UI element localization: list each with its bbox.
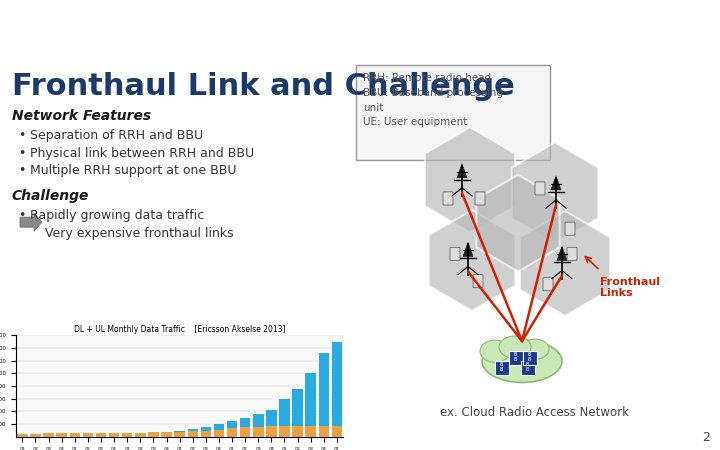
FancyBboxPatch shape <box>565 222 575 235</box>
Text: B
B: B B <box>526 362 529 372</box>
Bar <box>318 426 329 436</box>
Text: •: • <box>18 209 25 222</box>
Bar <box>279 426 289 436</box>
Polygon shape <box>512 143 598 243</box>
Bar <box>161 432 172 436</box>
Bar <box>332 342 342 436</box>
Bar <box>279 399 289 436</box>
Ellipse shape <box>499 336 531 358</box>
Bar <box>318 353 329 436</box>
Bar <box>70 433 80 436</box>
Text: Network Features: Network Features <box>12 109 151 123</box>
Bar <box>187 429 198 436</box>
Text: 2: 2 <box>702 431 710 444</box>
Bar <box>135 435 145 436</box>
FancyBboxPatch shape <box>450 248 460 261</box>
FancyBboxPatch shape <box>495 361 508 375</box>
Polygon shape <box>520 211 610 316</box>
Bar <box>30 434 41 436</box>
Bar <box>292 389 303 436</box>
Text: THE UNIVERSITY OF: THE UNIVERSITY OF <box>22 12 84 17</box>
Bar <box>56 433 67 436</box>
FancyBboxPatch shape <box>356 65 550 160</box>
Bar <box>109 433 120 436</box>
FancyBboxPatch shape <box>543 278 553 291</box>
Text: Physical link between RRH and BBU: Physical link between RRH and BBU <box>30 147 254 159</box>
Bar <box>135 433 145 436</box>
Text: Multiple RRH support at one BBU: Multiple RRH support at one BBU <box>30 164 236 177</box>
Bar <box>305 426 316 436</box>
Polygon shape <box>477 175 559 271</box>
Polygon shape <box>463 242 473 256</box>
Text: Rapidly growing data traffic: Rapidly growing data traffic <box>30 209 204 222</box>
Bar <box>83 433 93 436</box>
Polygon shape <box>557 246 567 261</box>
Bar <box>227 421 238 436</box>
Bar <box>122 435 132 436</box>
Bar <box>227 428 238 436</box>
Bar <box>174 431 185 436</box>
Bar <box>266 410 276 436</box>
Bar <box>187 432 198 436</box>
Polygon shape <box>425 127 515 232</box>
Polygon shape <box>457 164 467 178</box>
Text: B
B: B B <box>500 362 503 372</box>
Bar <box>214 430 224 436</box>
Bar <box>292 426 303 436</box>
Bar <box>240 418 251 436</box>
Text: B
B: B B <box>528 352 531 361</box>
FancyBboxPatch shape <box>508 351 523 365</box>
Text: WHAT STARTS HERE CHANGES THE WORLD: WHAT STARTS HERE CHANGES THE WORLD <box>471 21 706 31</box>
Polygon shape <box>551 176 561 190</box>
Bar <box>253 414 264 436</box>
Text: B
B: B B <box>514 352 517 361</box>
Ellipse shape <box>480 340 510 362</box>
FancyBboxPatch shape <box>521 361 534 375</box>
Bar <box>201 427 211 436</box>
Text: ex. Cloud Radio Access Network: ex. Cloud Radio Access Network <box>440 405 629 418</box>
Bar <box>174 432 185 436</box>
Text: •: • <box>18 164 25 177</box>
Text: •: • <box>18 147 25 159</box>
Title: DL + UL Monthly Data Traffic    [Ericsson Akselse 2013]: DL + UL Monthly Data Traffic [Ericsson A… <box>74 325 285 334</box>
Text: Fronthaul
Links: Fronthaul Links <box>600 277 660 298</box>
Text: Fronthaul Link and Challenge: Fronthaul Link and Challenge <box>12 72 515 101</box>
Bar <box>96 433 107 436</box>
FancyBboxPatch shape <box>567 248 577 261</box>
Bar <box>122 433 132 436</box>
Ellipse shape <box>521 339 549 359</box>
FancyBboxPatch shape <box>443 192 453 205</box>
Text: Very expensive fronthaul links: Very expensive fronthaul links <box>45 227 233 240</box>
Text: RRH: Remote radio head
BBU: Baseband processing
unit
UE: User equipment: RRH: Remote radio head BBU: Baseband pro… <box>363 73 503 127</box>
Bar <box>253 427 264 436</box>
Bar <box>214 424 224 436</box>
FancyBboxPatch shape <box>535 182 545 195</box>
Bar <box>17 434 27 436</box>
Bar <box>240 427 251 436</box>
Polygon shape <box>428 210 516 311</box>
FancyBboxPatch shape <box>475 192 485 205</box>
Bar <box>148 433 158 436</box>
Bar <box>266 427 276 436</box>
Polygon shape <box>20 213 42 231</box>
Text: Challenge: Challenge <box>12 189 89 203</box>
Bar <box>201 431 211 436</box>
Bar <box>332 426 342 436</box>
Text: •: • <box>18 130 25 142</box>
Bar <box>148 432 158 436</box>
FancyBboxPatch shape <box>523 351 536 365</box>
Text: Separation of RRH and BBU: Separation of RRH and BBU <box>30 130 203 142</box>
Ellipse shape <box>482 340 562 382</box>
Bar <box>305 373 316 436</box>
Text: — AT AUSTIN —: — AT AUSTIN — <box>22 40 65 45</box>
FancyBboxPatch shape <box>473 274 483 288</box>
Bar <box>43 433 54 436</box>
Bar <box>161 432 172 436</box>
Text: TEXAS: TEXAS <box>22 19 87 37</box>
